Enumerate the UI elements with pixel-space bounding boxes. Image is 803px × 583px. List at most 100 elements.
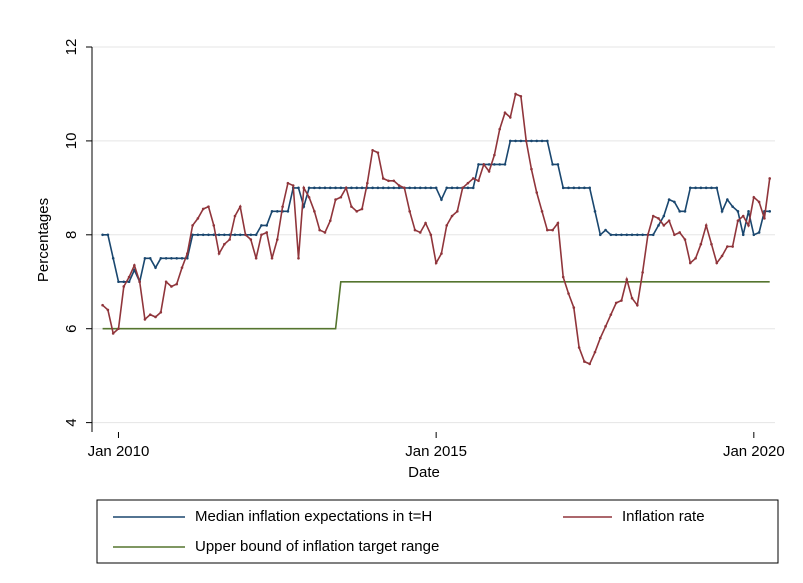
point xyxy=(456,210,459,213)
point xyxy=(487,170,491,173)
point xyxy=(408,210,411,213)
point xyxy=(646,233,650,237)
point xyxy=(228,238,231,241)
point xyxy=(556,163,560,166)
point xyxy=(561,186,565,190)
y-axis-label: Percentages xyxy=(35,198,52,282)
point xyxy=(704,224,708,227)
point xyxy=(625,233,629,237)
point xyxy=(403,186,406,190)
point xyxy=(583,186,586,190)
point xyxy=(297,256,300,260)
point xyxy=(683,210,687,213)
point xyxy=(159,310,163,314)
point xyxy=(567,292,570,295)
point xyxy=(636,233,639,237)
point xyxy=(212,224,216,227)
point xyxy=(106,308,110,312)
point xyxy=(366,181,369,185)
point xyxy=(249,238,253,241)
point xyxy=(159,256,163,260)
point xyxy=(768,210,772,213)
x-tick-label: Jan 2015 xyxy=(405,443,467,460)
point xyxy=(355,210,359,213)
point xyxy=(593,350,597,354)
point xyxy=(662,214,666,218)
point xyxy=(540,139,544,143)
point xyxy=(673,200,676,204)
point xyxy=(699,186,703,190)
point xyxy=(598,336,602,340)
point xyxy=(344,186,348,190)
point xyxy=(355,186,359,190)
point xyxy=(143,318,147,321)
point xyxy=(207,205,210,208)
point xyxy=(688,261,692,265)
point xyxy=(752,233,756,237)
point xyxy=(196,217,200,220)
point xyxy=(530,139,533,143)
point xyxy=(710,242,713,246)
point xyxy=(614,301,618,305)
point xyxy=(106,233,110,237)
line xyxy=(102,92,771,365)
point xyxy=(688,186,692,190)
point xyxy=(270,256,274,260)
point xyxy=(561,275,565,279)
point xyxy=(514,92,517,96)
point xyxy=(212,233,216,237)
point xyxy=(741,233,745,237)
point xyxy=(207,233,210,237)
point xyxy=(546,228,549,232)
point xyxy=(260,233,263,237)
point xyxy=(604,325,607,328)
point xyxy=(657,217,660,220)
point xyxy=(339,186,343,190)
point xyxy=(445,224,449,227)
point xyxy=(138,280,141,284)
point xyxy=(413,186,417,190)
point xyxy=(757,231,761,234)
point xyxy=(535,191,539,194)
point xyxy=(323,231,327,234)
point xyxy=(731,245,734,248)
point xyxy=(429,186,433,190)
point xyxy=(164,280,168,284)
point xyxy=(180,256,184,260)
point xyxy=(741,214,745,218)
point xyxy=(598,233,602,237)
point xyxy=(392,186,396,190)
point xyxy=(387,186,390,190)
point xyxy=(614,233,618,237)
point xyxy=(747,224,750,227)
point xyxy=(551,163,554,166)
point xyxy=(127,280,131,284)
point xyxy=(297,186,300,190)
point xyxy=(186,252,189,255)
point xyxy=(217,233,221,237)
point xyxy=(445,186,449,190)
point xyxy=(175,256,179,260)
point xyxy=(127,275,131,279)
point xyxy=(662,224,666,227)
point xyxy=(609,233,613,237)
point xyxy=(117,327,120,331)
point xyxy=(466,186,470,190)
point xyxy=(223,233,226,237)
point xyxy=(673,233,676,237)
point xyxy=(392,179,396,183)
point xyxy=(519,94,523,98)
point xyxy=(503,163,507,166)
point xyxy=(508,116,512,119)
point xyxy=(535,139,539,143)
point xyxy=(323,186,327,190)
point xyxy=(360,207,364,211)
point xyxy=(286,181,290,185)
legend-label: Inflation rate xyxy=(622,508,705,525)
point xyxy=(683,238,687,241)
point xyxy=(694,256,697,260)
point xyxy=(302,186,306,190)
point xyxy=(498,127,501,131)
point xyxy=(456,186,459,190)
point xyxy=(678,231,681,234)
